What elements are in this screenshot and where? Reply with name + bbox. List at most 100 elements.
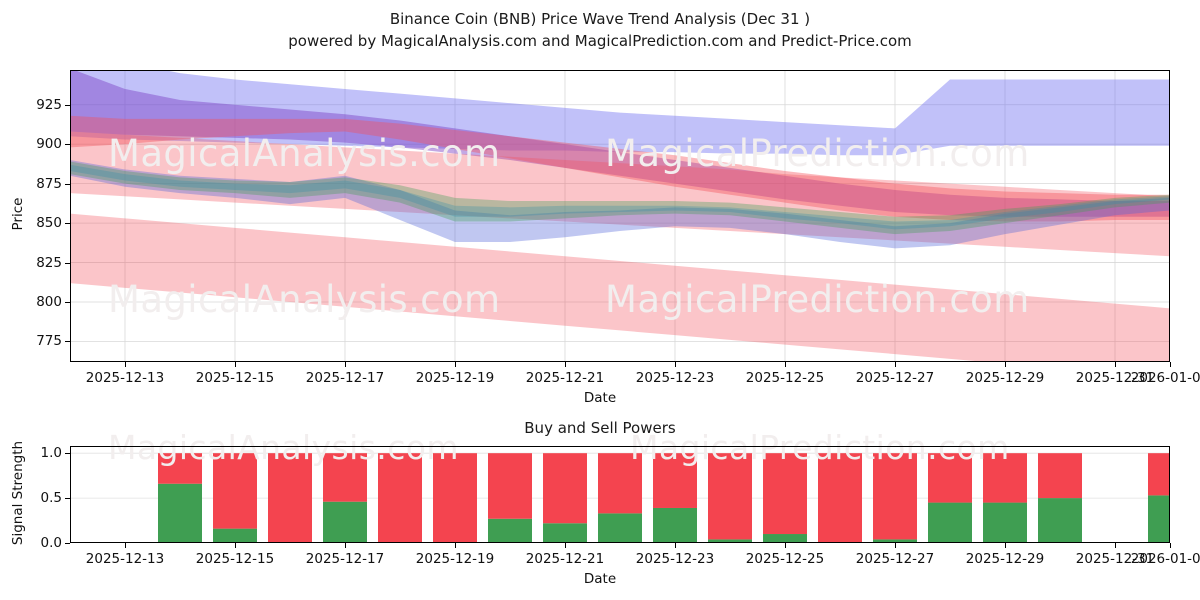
y-tick-label: 850 <box>36 215 62 232</box>
x-tick-mark <box>565 543 566 548</box>
bar-buy-segment <box>543 523 587 543</box>
bar-buy-segment <box>1148 495 1170 543</box>
x-tick-label: 2025-12-31 <box>1075 551 1155 567</box>
x-tick-mark <box>565 362 566 367</box>
bar-sell-segment <box>213 453 257 529</box>
bar-sell-segment <box>598 453 642 514</box>
y-tick-mark <box>65 341 70 343</box>
bar-buy-segment <box>873 539 917 543</box>
x-tick-label: 2026-01-01 <box>1130 551 1200 567</box>
bar-buy-segment <box>213 528 257 543</box>
bar-buy-segment <box>653 507 697 543</box>
price-band-outer-upper-blue-band <box>70 70 1170 156</box>
y-tick-label: 1.0 <box>40 445 62 462</box>
x-tick-mark <box>785 543 786 548</box>
price-chart-panel: MagicalAnalysis.com MagicalPrediction.co… <box>70 70 1170 362</box>
x-tick-mark <box>455 362 456 367</box>
y-tick-mark <box>65 144 70 146</box>
y-tick-mark <box>65 183 70 185</box>
x-tick-label: 2025-12-31 <box>1075 370 1155 386</box>
chart-title-block: Binance Coin (BNB) Price Wave Trend Anal… <box>0 8 1200 52</box>
bar-sell-segment <box>488 453 532 519</box>
y-tick-mark <box>65 104 70 106</box>
x-tick-label: 2025-12-25 <box>745 551 825 567</box>
bar-plot-frame <box>70 446 1170 543</box>
y-tick-label: 825 <box>36 254 62 271</box>
x-tick-label: 2025-12-27 <box>855 551 935 567</box>
x-tick-mark <box>455 543 456 548</box>
y-tick-mark <box>65 223 70 225</box>
bar-chart-title: Buy and Sell Powers <box>524 419 676 437</box>
x-tick-label: 2025-12-23 <box>635 551 715 567</box>
bar-buy-segment <box>928 502 972 543</box>
bar-sell-segment <box>158 453 202 484</box>
x-tick-label: 2025-12-29 <box>965 370 1045 386</box>
y-tick-mark <box>65 302 70 304</box>
price-band-upper-purple-band <box>70 70 1170 217</box>
x-tick-label: 2025-12-15 <box>195 551 275 567</box>
x-tick-mark <box>345 362 346 367</box>
bar-buy-segment <box>323 501 367 543</box>
x-tick-label: 2025-12-25 <box>745 370 825 386</box>
y-tick-label: 775 <box>36 333 62 350</box>
x-tick-mark <box>1170 362 1171 367</box>
x-tick-label: 2025-12-19 <box>415 551 495 567</box>
x-tick-mark <box>1005 543 1006 548</box>
bar-x-axis-label: Date <box>583 571 617 587</box>
y-tick-mark <box>65 453 70 455</box>
x-tick-label: 2025-12-15 <box>195 370 275 386</box>
x-tick-label: 2025-12-29 <box>965 551 1045 567</box>
bar-buy-segment <box>598 513 642 543</box>
bar-buy-segment <box>1038 498 1082 543</box>
bar-sell-segment <box>708 453 752 540</box>
bar-buy-segment <box>708 539 752 543</box>
price-band-upper-red-resistance-band <box>70 115 1170 222</box>
x-tick-mark <box>1170 543 1171 548</box>
y-tick-mark <box>65 498 70 500</box>
x-tick-label: 2025-12-13 <box>85 370 165 386</box>
price-band-mid-blue-wave-band <box>70 159 1170 249</box>
y-tick-label: 800 <box>36 294 62 311</box>
x-tick-label: 2026-01-01 <box>1130 370 1200 386</box>
price-wave-svg <box>70 70 1170 362</box>
bar-sell-segment <box>983 453 1027 503</box>
x-tick-label: 2025-12-17 <box>305 551 385 567</box>
price-band-broad-red-channel <box>70 131 1170 257</box>
x-tick-label: 2025-12-13 <box>85 551 165 567</box>
bar-buy-segment <box>158 483 202 543</box>
price-plot-frame <box>70 70 1170 362</box>
x-tick-mark <box>785 362 786 367</box>
bar-sell-segment <box>378 453 422 543</box>
x-tick-mark <box>1005 362 1006 367</box>
x-tick-label: 2025-12-23 <box>635 370 715 386</box>
bar-sell-segment <box>1148 453 1170 496</box>
price-y-axis-label: Price <box>10 197 26 231</box>
bar-sell-segment <box>323 453 367 502</box>
y-tick-label: 0.5 <box>40 490 62 507</box>
x-tick-label: 2025-12-19 <box>415 370 495 386</box>
bar-sell-segment <box>653 453 697 508</box>
y-tick-label: 875 <box>36 175 62 192</box>
bar-sell-segment <box>268 453 312 543</box>
x-tick-mark <box>235 362 236 367</box>
price-band-mid-green-wave-band <box>70 161 1170 235</box>
bar-sell-segment <box>763 453 807 535</box>
x-tick-mark <box>675 543 676 548</box>
bar-sell-segment <box>928 453 972 503</box>
x-tick-mark <box>125 362 126 367</box>
bar-buy-segment <box>488 518 532 543</box>
x-tick-label: 2025-12-27 <box>855 370 935 386</box>
y-tick-label: 0.0 <box>40 535 62 551</box>
price-x-axis-label: Date <box>583 390 617 406</box>
x-tick-label: 2025-12-17 <box>305 370 385 386</box>
buy-sell-bars-svg <box>70 452 1170 543</box>
x-tick-mark <box>1115 362 1116 367</box>
x-tick-mark <box>895 543 896 548</box>
x-tick-mark <box>235 543 236 548</box>
x-tick-mark <box>895 362 896 367</box>
x-tick-mark <box>1115 543 1116 548</box>
y-tick-label: 925 <box>36 96 62 113</box>
price-band-lower-pink-support-band <box>70 213 1170 362</box>
y-tick-mark <box>65 262 70 264</box>
